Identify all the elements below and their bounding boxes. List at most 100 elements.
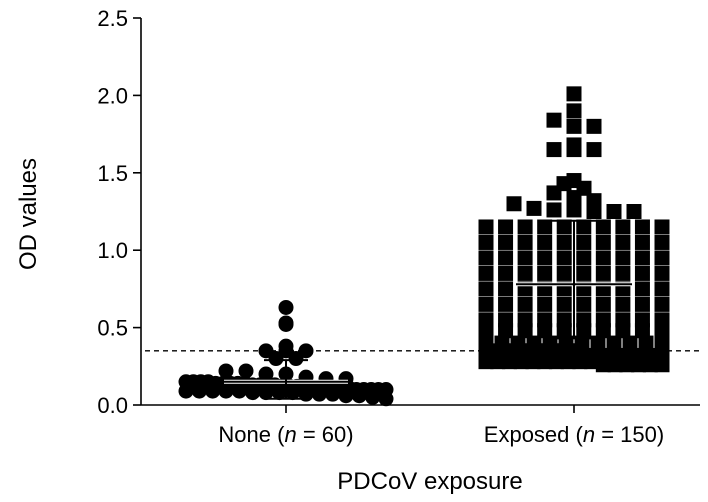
data-point: [654, 335, 670, 351]
data-point: [517, 234, 533, 250]
data-point: [537, 296, 553, 312]
data-point: [654, 250, 670, 266]
data-point: [338, 388, 354, 404]
data-point: [634, 323, 650, 339]
data-point: [566, 118, 582, 134]
data-point: [258, 385, 274, 401]
data-point: [607, 357, 623, 373]
data-point: [615, 265, 631, 281]
data-point: [537, 354, 553, 370]
data-point: [595, 357, 611, 373]
y-axis: 0.0 0.5 1.0 1.5 2.0 2.5: [97, 6, 142, 418]
data-point: [537, 250, 553, 266]
data-point: [584, 354, 600, 370]
data-point: [285, 385, 301, 401]
data-point: [634, 265, 650, 281]
y-tick-label: 1.0: [97, 238, 128, 263]
data-point: [595, 219, 611, 235]
data-point: [245, 385, 261, 401]
data-point: [566, 190, 582, 206]
y-tick-label: 1.5: [97, 161, 128, 186]
data-point: [546, 142, 562, 158]
data-point: [378, 391, 394, 407]
data-point: [654, 281, 670, 297]
data-point: [556, 250, 572, 266]
data-point: [586, 118, 602, 134]
data-point: [626, 204, 642, 219]
data-points-layer: [178, 86, 670, 407]
data-point: [517, 250, 533, 266]
data-point: [517, 265, 533, 281]
data-point: [615, 296, 631, 312]
data-point: [311, 386, 327, 402]
data-point: [572, 354, 588, 370]
data-point: [576, 296, 592, 312]
y-tick-label: 0.0: [97, 393, 128, 418]
data-point: [498, 250, 514, 266]
data-point: [288, 351, 304, 367]
data-point: [576, 219, 592, 235]
data-point: [537, 234, 553, 250]
data-point: [478, 219, 494, 235]
data-point: [615, 234, 631, 250]
data-point: [546, 202, 562, 218]
x-tick-label: Exposed (n = 150): [484, 422, 664, 447]
data-point: [576, 234, 592, 250]
data-point: [546, 112, 562, 128]
data-point: [566, 86, 582, 102]
data-point: [478, 234, 494, 250]
data-point: [517, 323, 533, 339]
data-point: [556, 219, 572, 235]
data-point: [268, 351, 284, 367]
data-point: [498, 323, 514, 339]
data-point: [498, 234, 514, 250]
data-point: [634, 281, 650, 297]
y-tick-label: 2.5: [97, 6, 128, 31]
data-point: [546, 185, 562, 201]
data-point: [205, 383, 221, 399]
data-point: [631, 357, 647, 373]
data-point: [595, 323, 611, 339]
data-point: [231, 383, 247, 399]
data-point: [478, 250, 494, 266]
data-point: [478, 281, 494, 297]
data-point: [278, 299, 294, 315]
data-point: [595, 265, 611, 281]
data-point: [513, 354, 529, 370]
data-point: [556, 265, 572, 281]
data-point: [351, 388, 367, 404]
x-tick-label: None (n = 60): [218, 422, 353, 447]
data-point: [517, 219, 533, 235]
data-point: [634, 234, 650, 250]
data-point: [654, 323, 670, 339]
data-point: [238, 363, 254, 379]
data-point: [191, 383, 207, 399]
data-point: [537, 323, 553, 339]
data-point: [638, 335, 654, 351]
data-point: [615, 219, 631, 235]
data-point: [556, 323, 572, 339]
data-point: [178, 383, 194, 399]
data-point: [619, 357, 635, 373]
data-point: [576, 250, 592, 266]
data-point: [622, 335, 638, 351]
data-point: [525, 354, 541, 370]
data-point: [501, 354, 517, 370]
data-point: [634, 250, 650, 266]
data-point: [606, 335, 622, 351]
data-point: [218, 363, 234, 379]
y-tick-label: 0.5: [97, 316, 128, 341]
data-point: [566, 103, 582, 119]
data-point: [560, 354, 576, 370]
x-axis: None (n = 60) Exposed (n = 150): [141, 404, 700, 447]
data-point: [654, 296, 670, 312]
data-point: [654, 265, 670, 281]
data-point: [325, 386, 341, 402]
data-point: [654, 357, 670, 373]
data-point: [634, 219, 650, 235]
data-point: [586, 142, 602, 158]
data-point: [654, 234, 670, 250]
data-point: [548, 354, 564, 370]
data-point: [576, 265, 592, 281]
data-point: [576, 323, 592, 339]
